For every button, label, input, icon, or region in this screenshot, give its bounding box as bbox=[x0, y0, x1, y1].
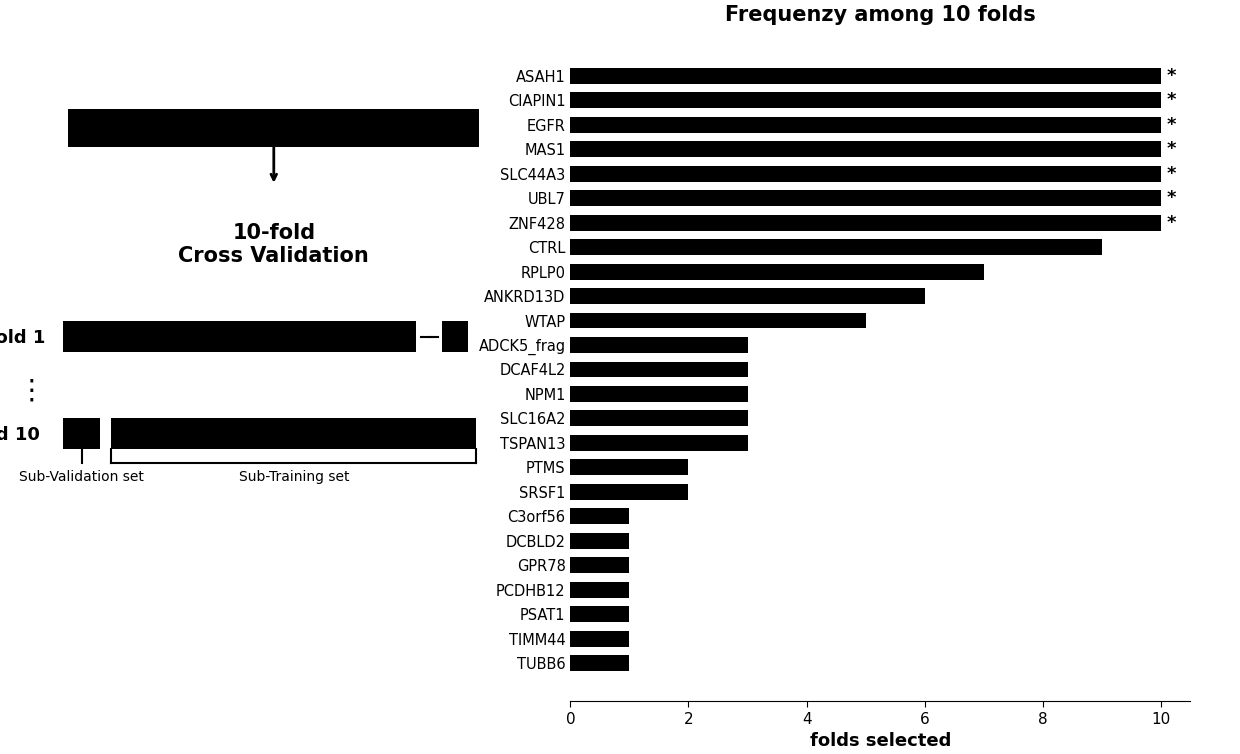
Bar bbox=[570, 166, 1161, 182]
Bar bbox=[570, 313, 866, 329]
Bar bbox=[570, 435, 748, 451]
Text: Fold 1: Fold 1 bbox=[0, 329, 46, 348]
Text: *: * bbox=[1167, 67, 1177, 84]
Title: Frequenzy among 10 folds: Frequenzy among 10 folds bbox=[725, 5, 1035, 25]
Text: Sub-Validation set: Sub-Validation set bbox=[19, 470, 144, 484]
Text: Fold 10: Fold 10 bbox=[0, 426, 40, 444]
Bar bbox=[570, 557, 630, 573]
Bar bbox=[570, 68, 1161, 84]
Bar bbox=[570, 459, 688, 475]
Text: *: * bbox=[1167, 91, 1177, 109]
Bar bbox=[570, 337, 748, 353]
FancyBboxPatch shape bbox=[63, 418, 99, 449]
Text: ⋮: ⋮ bbox=[17, 376, 45, 404]
Bar bbox=[570, 630, 630, 647]
Text: *: * bbox=[1167, 213, 1177, 231]
Bar bbox=[570, 215, 1161, 231]
Bar bbox=[570, 288, 925, 304]
Bar bbox=[570, 239, 1102, 255]
Bar bbox=[570, 508, 630, 524]
Bar bbox=[570, 655, 630, 671]
X-axis label: folds selected: folds selected bbox=[810, 732, 951, 750]
Text: *: * bbox=[1167, 140, 1177, 158]
Text: *: * bbox=[1167, 164, 1177, 182]
Bar bbox=[570, 264, 983, 280]
Bar bbox=[570, 190, 1161, 206]
FancyBboxPatch shape bbox=[68, 109, 479, 148]
Bar bbox=[570, 582, 630, 598]
Bar bbox=[570, 606, 630, 622]
Text: *: * bbox=[1167, 189, 1177, 207]
Text: Sub-Training set: Sub-Training set bbox=[238, 470, 348, 484]
Bar bbox=[570, 117, 1161, 133]
Bar bbox=[570, 141, 1161, 157]
Bar bbox=[570, 361, 748, 378]
Bar bbox=[570, 410, 748, 426]
Text: 10-fold
Cross Validation: 10-fold Cross Validation bbox=[179, 223, 370, 266]
FancyBboxPatch shape bbox=[112, 418, 476, 449]
Bar bbox=[570, 386, 748, 402]
Bar bbox=[570, 533, 630, 549]
Bar bbox=[570, 92, 1161, 109]
Text: *: * bbox=[1167, 116, 1177, 133]
FancyBboxPatch shape bbox=[441, 321, 467, 352]
Bar bbox=[570, 484, 688, 500]
FancyBboxPatch shape bbox=[63, 321, 417, 352]
